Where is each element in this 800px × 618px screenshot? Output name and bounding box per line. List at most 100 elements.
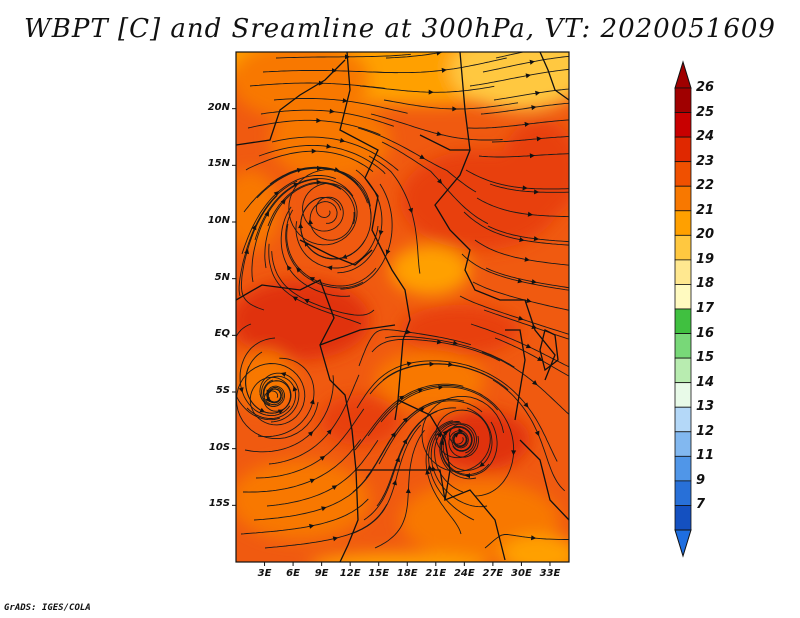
streamline-arrow <box>436 52 442 56</box>
streamline <box>267 181 356 227</box>
lat-tick-label: 10S <box>208 441 230 453</box>
streamline <box>372 57 507 74</box>
streamline <box>240 195 278 311</box>
streamline <box>258 144 386 175</box>
streamline <box>266 440 379 507</box>
colorbar-label: 16 <box>696 325 715 341</box>
lat-tick-label: 5N <box>214 271 230 283</box>
streamline-arrow <box>525 73 531 79</box>
lon-tick-label: 12E <box>339 568 361 579</box>
streamline <box>260 109 394 127</box>
streamline <box>465 169 569 190</box>
vortex-spiral-angola-coast <box>236 363 319 440</box>
wbpt-shading <box>236 52 569 562</box>
streamline <box>280 206 351 297</box>
map-frame <box>235 51 570 563</box>
streamline <box>480 102 569 115</box>
streamline-arrow <box>264 211 270 217</box>
streamline-arrow <box>398 395 405 401</box>
streamline-arrow <box>530 535 537 541</box>
streamline-arrow <box>442 430 448 436</box>
streamline-arrow <box>405 329 412 335</box>
streamline <box>243 439 362 493</box>
colorbar-swatch <box>674 455 692 482</box>
streamline-arrow <box>437 178 443 184</box>
streamline <box>469 68 569 87</box>
streamline <box>461 253 569 291</box>
streamline-arrow <box>525 343 532 349</box>
streamline-arrow <box>342 98 348 104</box>
streamline-arrow <box>532 380 538 386</box>
streamline <box>285 209 364 289</box>
colorbar-swatch <box>674 431 692 457</box>
streamline <box>385 52 446 59</box>
streamline <box>271 136 399 171</box>
streamline <box>371 338 501 362</box>
streamline <box>478 153 569 158</box>
streamline <box>356 360 473 409</box>
streamline <box>475 393 515 497</box>
streamline-arrow <box>527 211 534 217</box>
streamline <box>485 267 569 289</box>
streamline <box>241 174 336 255</box>
streamline-arrow <box>287 265 292 271</box>
streamline <box>442 407 493 471</box>
streamline-arrow <box>280 199 286 205</box>
colorbar-under-triangle <box>674 529 692 558</box>
streamline-arrow <box>436 339 443 345</box>
streamline <box>354 383 464 451</box>
lon-tick-label: 3E <box>257 568 272 579</box>
streamline-arrow <box>429 361 435 367</box>
streamlines <box>236 52 569 549</box>
streamline-arrow <box>533 236 540 242</box>
streamline-arrow <box>526 298 532 303</box>
streamline <box>245 150 374 173</box>
lon-tick-label: 33E <box>539 568 561 579</box>
lat-tick-label: 20N <box>207 101 230 113</box>
streamline <box>495 52 526 59</box>
streamline-arrow <box>317 165 323 171</box>
colorbar-swatch <box>674 210 692 236</box>
streamline-arrow <box>452 340 459 346</box>
streamline <box>245 365 292 414</box>
streamline-arrow <box>536 136 542 142</box>
streamline <box>474 239 569 266</box>
streamline <box>384 335 515 368</box>
streamline-arrow <box>529 59 535 65</box>
streamline <box>440 421 498 477</box>
streamline-arrow <box>392 479 397 486</box>
streamline-arrow <box>419 154 425 160</box>
streamline-arrow <box>511 450 517 456</box>
colorbar-swatch <box>674 161 692 187</box>
streamline-arrow <box>308 219 314 225</box>
colorbar-label: 20 <box>696 227 715 243</box>
streamline-arrow <box>406 361 413 367</box>
lon-tick-label: 18E <box>396 568 418 579</box>
vortex-spiral-west-africa-cyclonic <box>288 169 371 246</box>
streamline <box>470 323 569 368</box>
colorbar-swatch <box>674 505 692 531</box>
colorbar-label: 22 <box>696 178 715 194</box>
streamline <box>439 426 477 480</box>
streamline <box>467 119 569 129</box>
streamline <box>463 211 569 246</box>
colorbar-swatch <box>674 259 692 285</box>
streamline <box>340 183 393 290</box>
streamline <box>369 363 494 395</box>
lon-tick-label: 21E <box>425 568 447 579</box>
lon-tick-label: 30E <box>511 568 532 579</box>
streamline-arrow <box>309 398 315 405</box>
streamline <box>264 182 342 269</box>
streamline-arrow <box>339 137 346 143</box>
colorbar-label: 11 <box>696 448 715 464</box>
streamline <box>489 183 569 193</box>
streamline-arrow <box>408 207 414 214</box>
streamline-arrow <box>529 153 535 159</box>
streamline <box>381 141 489 225</box>
streamline <box>359 85 495 93</box>
streamline <box>483 309 569 340</box>
streamline-arrow <box>296 167 303 173</box>
streamline <box>434 423 475 493</box>
streamline <box>244 375 334 453</box>
streamline-arrow <box>441 67 447 73</box>
